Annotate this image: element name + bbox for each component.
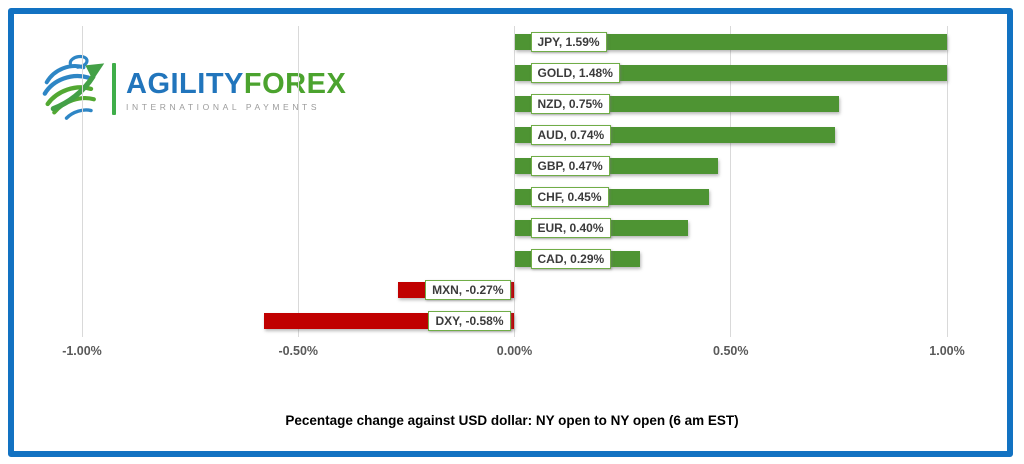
bar-gold	[514, 64, 947, 81]
logo-brand-name: AGILITYFOREX	[126, 69, 346, 99]
bar-label-jpy: JPY, 1.59%	[530, 31, 607, 52]
logo-brand-agility: AGILITY	[126, 67, 244, 100]
x-tick-label: 0.50%	[713, 344, 749, 358]
logo-brand-forex: FOREX	[243, 67, 347, 100]
chart-title: Pecentage change against USD dollar: NY …	[285, 413, 739, 428]
gridline	[730, 26, 732, 337]
bar-label-cad: CAD, 0.29%	[530, 249, 612, 270]
plot-area: JPY, 1.59% GOLD, 1.48% NZD, 0.75% AUD, 0.74…	[81, 26, 948, 337]
bar-label-nzd: NZD, 0.75%	[530, 93, 610, 114]
bar-label-gold: GOLD, 1.48%	[530, 62, 620, 83]
logo-separator	[112, 63, 116, 115]
bar-label-gbp: GBP, 0.47%	[530, 155, 610, 176]
logo-tagline: INTERNATIONAL PAYMENTS	[126, 101, 321, 112]
bar-label-chf: CHF, 0.45%	[530, 187, 609, 208]
bar-label-mxn: MXN, -0.27%	[425, 280, 511, 301]
agilityforex-logo: AGILITYFOREX INTERNATIONAL PAYMENTS	[42, 54, 346, 120]
x-tick-label: 1.00%	[929, 344, 965, 358]
x-tick-label: 0.00%	[496, 344, 533, 358]
x-tick-label: -1.00%	[62, 344, 102, 358]
bar-label-aud: AUD, 0.74%	[530, 124, 612, 145]
globe-arrow-icon	[42, 54, 105, 120]
gridline	[946, 26, 948, 337]
x-tick-label: -0.50%	[278, 344, 319, 358]
logo-text: AGILITYFOREX INTERNATIONAL PAYMENTS	[126, 69, 346, 112]
gridline	[81, 26, 83, 337]
gridline	[514, 26, 515, 337]
bar-label-eur: EUR, 0.40%	[530, 218, 611, 239]
x-axis: -1.00% -0.50% 0.00% 0.50% 1.00%	[62, 344, 965, 362]
gridline	[297, 26, 299, 337]
bar-jpy	[514, 33, 947, 50]
bar-label-dxy: DXY, -0.58%	[428, 311, 511, 332]
